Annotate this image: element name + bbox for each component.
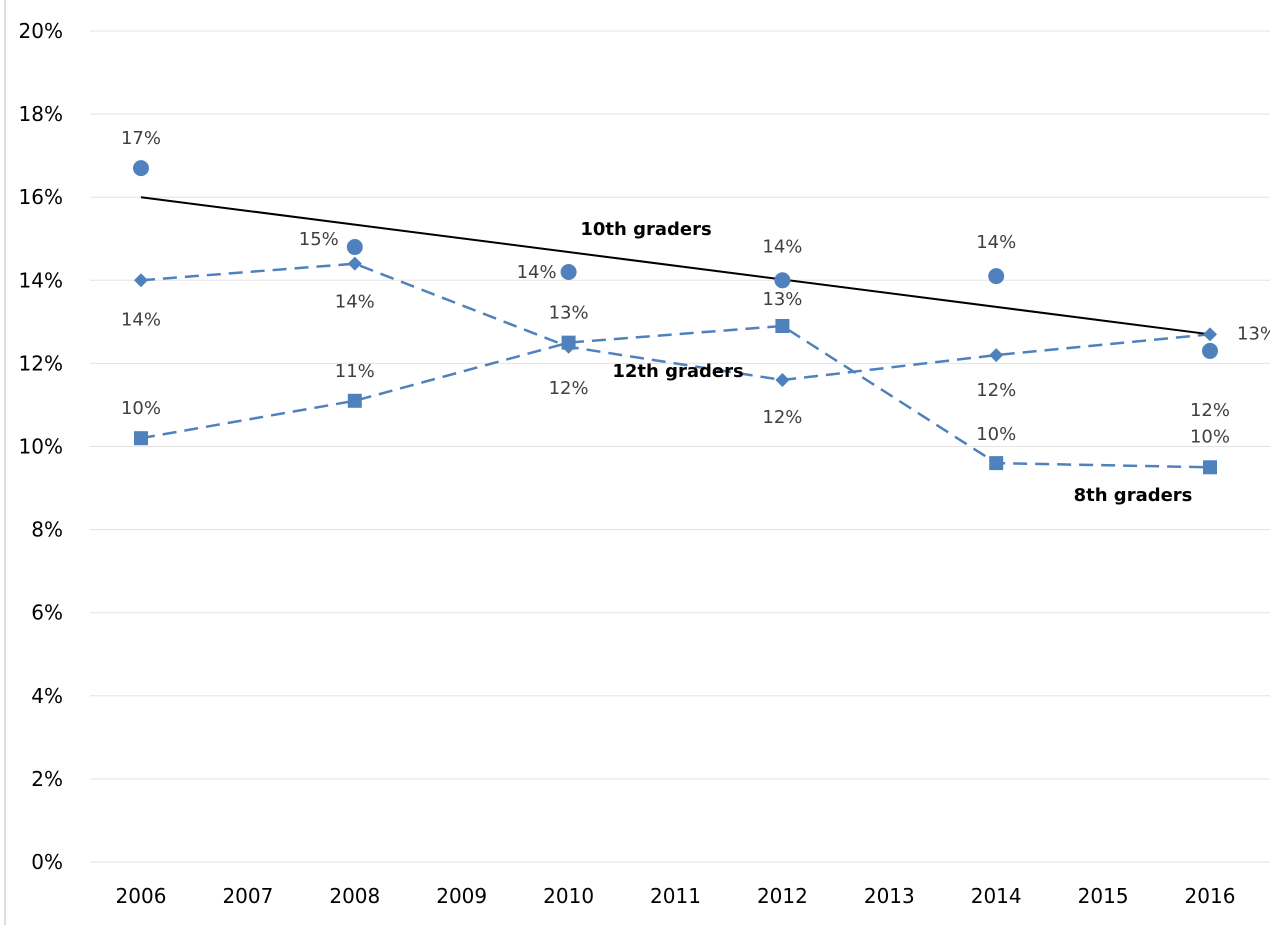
data-point-diamond — [1203, 327, 1217, 342]
data-label: 14% — [976, 232, 1016, 253]
series-name-label: 8th graders — [1074, 485, 1193, 506]
y-tick-label: 20% — [19, 19, 63, 43]
data-label: 14% — [762, 236, 802, 257]
data-point-square — [989, 456, 1004, 471]
data-point-square — [561, 335, 576, 350]
y-tick-label: 12% — [19, 351, 63, 375]
y-tick-label: 18% — [19, 102, 63, 126]
series-line-2 — [140, 324, 1211, 469]
x-tick-label: 2016 — [1185, 884, 1236, 908]
x-tick-label: 2015 — [1078, 884, 1129, 908]
data-point-circle — [1202, 342, 1218, 359]
data-label: 13% — [762, 289, 802, 310]
x-tick-label: 2010 — [543, 884, 594, 908]
data-label: 14% — [121, 309, 161, 330]
data-point-diamond — [989, 348, 1004, 363]
x-tick-label: 2006 — [116, 884, 167, 908]
series-name-label: 12th graders — [612, 361, 743, 382]
series-line-1 — [140, 262, 1211, 382]
data-label: 14% — [517, 262, 557, 283]
data-point-circle — [988, 268, 1005, 285]
x-tick-label: 2007 — [222, 884, 273, 908]
data-label: 13% — [549, 303, 589, 324]
series-name-label: 10th graders — [580, 219, 711, 240]
data-point-diamond — [347, 256, 362, 271]
data-point-square — [775, 319, 790, 334]
data-label: 12% — [1190, 400, 1230, 421]
data-label: 13% — [1237, 323, 1270, 344]
data-point-diamond — [134, 273, 148, 288]
data-label: 12% — [762, 407, 802, 428]
y-tick-label: 14% — [19, 268, 63, 292]
data-label: 10% — [976, 424, 1016, 445]
y-tick-label: 6% — [31, 601, 63, 625]
data-point-square — [1203, 460, 1217, 475]
y-tick-label: 8% — [31, 518, 63, 542]
x-tick-label: 2008 — [329, 884, 380, 908]
x-tick-label: 2014 — [971, 884, 1022, 908]
x-tick-label: 2012 — [757, 884, 808, 908]
data-point-circle — [133, 160, 149, 177]
data-label: 10% — [121, 398, 161, 419]
data-point-circle — [346, 239, 363, 256]
data-point-circle — [560, 263, 577, 280]
y-tick-label: 0% — [31, 850, 63, 874]
x-tick-label: 2011 — [650, 884, 701, 908]
data-label: 10% — [1190, 426, 1230, 447]
data-point-circle — [774, 272, 791, 289]
y-tick-label: 2% — [31, 767, 63, 791]
y-tick-label: 16% — [19, 185, 63, 209]
data-label: 12% — [976, 380, 1016, 401]
data-label: 15% — [299, 229, 339, 250]
data-label: 17% — [121, 128, 161, 149]
y-tick-label: 4% — [31, 684, 63, 708]
data-label: 11% — [335, 361, 375, 382]
x-tick-label: 2013 — [864, 884, 915, 908]
y-tick-label: 10% — [19, 435, 63, 459]
data-point-square — [347, 393, 362, 408]
x-tick-label: 2009 — [436, 884, 487, 908]
data-label: 12% — [549, 378, 589, 399]
trend-line — [140, 196, 1211, 336]
data-label: 14% — [335, 292, 375, 313]
data-point-square — [134, 431, 148, 446]
data-point-diamond — [775, 373, 790, 388]
